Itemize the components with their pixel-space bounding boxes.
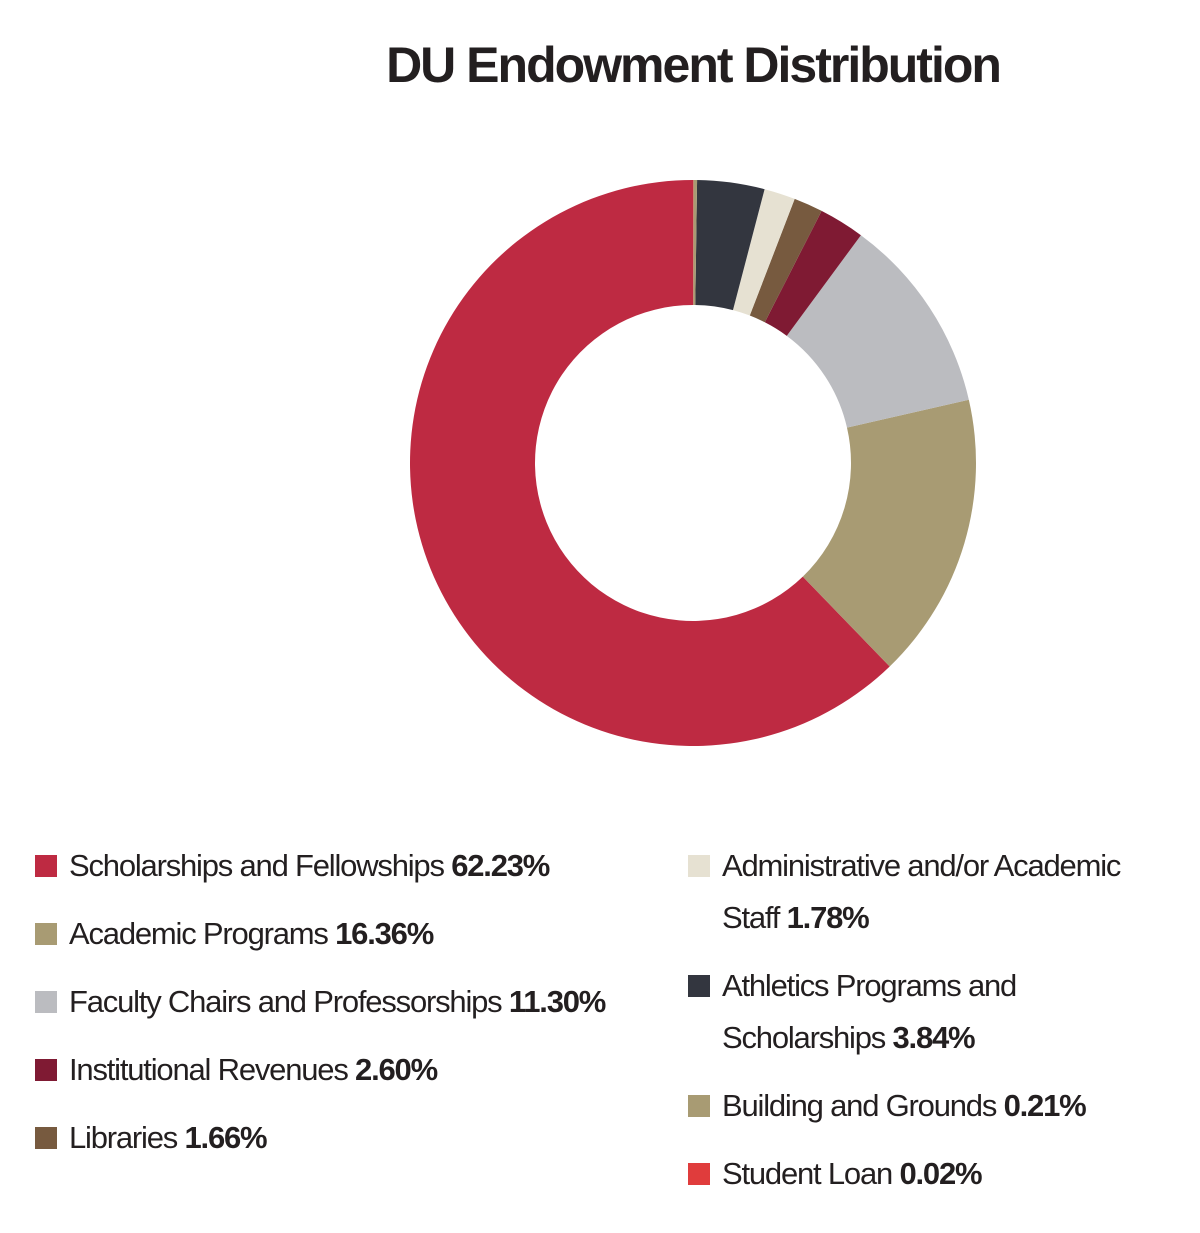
legend-item: Libraries 1.66% — [35, 1112, 675, 1164]
legend-item: Scholarships and Fellowships 62.23% — [35, 840, 675, 892]
legend-column: Scholarships and Fellowships 62.23% Acade… — [35, 840, 675, 1180]
legend-label: Student Loan — [722, 1156, 893, 1191]
legend-value: 0.21% — [1003, 1088, 1087, 1123]
legend-column: Administrative and/or Academic Staff 1.7… — [688, 840, 1168, 1216]
legend-text: Athletics Programs and Scholarships 3.84… — [722, 960, 1168, 1064]
donut-slice — [786, 235, 969, 428]
legend-value: 2.60% — [355, 1052, 438, 1087]
legend-text: Administrative and/or Academic Staff 1.7… — [722, 840, 1168, 944]
legend-swatch — [35, 855, 57, 877]
donut-slice — [764, 210, 861, 336]
legend-swatch — [35, 1059, 57, 1081]
donut-slice — [732, 189, 795, 316]
legend-swatch — [688, 855, 710, 877]
legend-text: Student Loan 0.02% — [722, 1148, 983, 1200]
legend-text: Institutional Revenues 2.60% — [69, 1044, 438, 1096]
legend-text: Academic Programs 16.36% — [69, 908, 434, 960]
legend-label: Building and Grounds — [722, 1088, 997, 1123]
legend-swatch — [35, 991, 57, 1013]
legend-label: Institutional Revenues — [69, 1052, 349, 1087]
legend-text: Libraries 1.66% — [69, 1112, 268, 1164]
donut-slice — [749, 198, 822, 323]
legend-swatch — [688, 1095, 710, 1117]
legend-text: Faculty Chairs and Professorships 11.30% — [69, 976, 606, 1028]
legend-value: 1.78% — [786, 900, 870, 935]
legend-text: Building and Grounds 0.21% — [722, 1080, 1087, 1132]
legend-label: Administrative and/or Academic Staff — [722, 848, 1121, 935]
donut-slice — [802, 399, 976, 667]
legend-text: Scholarships and Fellowships 62.23% — [69, 840, 550, 892]
legend-label: Athletics Programs and Scholarships — [722, 968, 1017, 1055]
legend-value: 0.02% — [899, 1156, 982, 1191]
legend-label: Faculty Chairs and Professorships — [69, 984, 503, 1019]
legend-item: Academic Programs 16.36% — [35, 908, 675, 960]
legend-swatch — [688, 975, 710, 997]
legend-label: Academic Programs — [69, 916, 329, 951]
legend-item: Student Loan 0.02% — [688, 1148, 1168, 1200]
chart — [410, 180, 976, 746]
legend-value: 16.36% — [335, 916, 434, 951]
legend-item: Building and Grounds 0.21% — [688, 1080, 1168, 1132]
legend-item: Institutional Revenues 2.60% — [35, 1044, 675, 1096]
legend-item: Faculty Chairs and Professorships 11.30% — [35, 976, 675, 1028]
legend-value: 62.23% — [451, 848, 550, 883]
legend-value: 1.66% — [184, 1120, 268, 1155]
legend-label: Libraries — [69, 1120, 178, 1155]
donut-slice — [695, 180, 765, 311]
legend-swatch — [688, 1163, 710, 1185]
donut-slice — [693, 180, 698, 306]
legend-item: Athletics Programs and Scholarships 3.84… — [688, 960, 1168, 1064]
legend-swatch — [35, 923, 57, 945]
legend-swatch — [35, 1127, 57, 1149]
legend-value: 3.84% — [892, 1020, 976, 1055]
legend-item: Administrative and/or Academic Staff 1.7… — [688, 840, 1168, 944]
donut-slice — [410, 180, 890, 746]
chart-title: DU Endowment Distribution — [386, 37, 1002, 93]
legend-value: 11.30% — [508, 984, 606, 1019]
legend-label: Scholarships and Fellowships — [69, 848, 445, 883]
